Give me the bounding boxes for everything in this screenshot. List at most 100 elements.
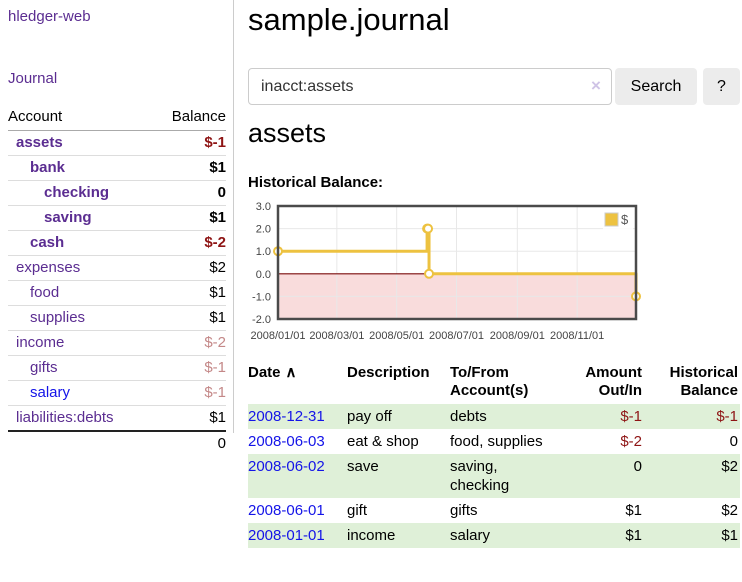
sidebar-account-balance: $1 [209,408,226,426]
sidebar-account-link-expenses[interactable]: expenses [16,258,81,276]
txn-balance-cell: $1 [644,523,740,548]
transactions-header-row: Date ∧ Description To/From Account(s) Amo… [248,362,740,404]
txn-date-cell: 2008-06-01 [248,498,347,523]
txn-amount-cell: 0 [554,454,644,498]
app-title-link[interactable]: hledger-web [8,8,91,25]
txn-balance-cell: $-1 [644,404,740,429]
sidebar-account-balance: $1 [152,280,226,306]
main-content: sample.journal × Search ? assets Histori… [248,0,742,582]
transaction-row[interactable]: 2008-06-02 save saving, checking 0 $2 [248,454,740,498]
accounts-header-account: Account [8,104,153,131]
transaction-row[interactable]: 2008-12-31 pay off debts $-1 $-1 [248,404,740,429]
txn-balance-cell: 0 [729,433,738,450]
account-heading: assets [248,118,327,148]
txn-amount-cell: $-2 [620,433,642,450]
y-tick-label: 3.0 [256,201,271,213]
x-tick-label: 2008/11/01 [550,330,604,342]
txn-date-link[interactable]: 2008-12-31 [248,408,325,425]
txn-date-link[interactable]: 2008-06-02 [248,458,325,475]
sidebar-account-link-liabilities-debts[interactable]: liabilities:debts [16,408,114,426]
txn-date-link[interactable]: 2008-06-03 [248,433,325,450]
sidebar-account-row: assets $-1 [8,130,226,156]
clear-search-icon[interactable]: × [591,76,601,95]
txn-date-link[interactable]: 2008-06-01 [248,502,325,519]
sidebar-account-link-supplies[interactable]: supplies [30,308,86,326]
x-tick-label: 2008/01/01 [250,330,305,342]
sidebar-account-link-food[interactable]: food [30,283,60,301]
header-amount: Amount Out/In [585,364,642,399]
sidebar-account-balance: $1 [152,205,226,231]
txn-date-cell: 2008-12-31 [248,404,347,429]
sidebar-account-link-salary[interactable]: salary [30,383,71,401]
txn-amount-cell: $1 [625,502,642,519]
sidebar-account-balance: $2 [152,255,226,281]
sidebar-account-link-income[interactable]: income [16,333,65,351]
txn-date-link[interactable]: 2008-01-01 [248,527,325,544]
plot-border [276,204,638,321]
sidebar-account-row: checking 0 [8,180,226,206]
sidebar-account-link-cash[interactable]: cash [30,233,65,251]
sidebar-account-balance: $-2 [152,230,226,256]
txn-description-cell: save [347,454,450,498]
txn-amount-cell: $-1 [554,404,644,429]
sidebar-account-balance: $-1 [152,355,226,381]
transactions-body: 2008-12-31 pay off debts $-1 $-1 2008-06-03 ea… [248,404,740,548]
sidebar-account-link-gifts[interactable]: gifts [30,358,58,376]
sidebar-accounts-table: Account Balance assets $-1 bank $1 checking 0… [8,104,226,456]
x-tick-label: 2008/07/01 [429,330,484,342]
historical-balance-chart: 2008/01/01 2008/03/01 2008/05/01 2008/07/01… [248,201,668,346]
sidebar-account-row: bank $1 [8,155,226,181]
sidebar-account-row: saving $1 [8,205,226,231]
search-button[interactable]: Search [615,68,697,105]
legend-swatch [604,212,619,227]
transaction-row[interactable]: 2008-06-03 eat & shop food, supplies $-2 0 [248,429,740,454]
sidebar-account-link-assets[interactable]: assets [16,133,63,151]
x-tick-label: 2008/03/01 [309,330,364,342]
txn-amount-cell: $1 [554,523,644,548]
sidebar-account-row: income $-2 [8,330,226,356]
txn-description-cell: eat & shop [347,433,419,450]
sidebar-account-balance: $-2 [152,330,226,356]
transaction-row[interactable]: 2008-06-01 gift gifts $1 $2 [248,498,740,523]
y-tick-label: -2.0 [252,314,271,326]
txn-accounts-cell: food, supplies [450,433,543,450]
header-balance: Historical Balance [669,364,738,399]
search-input[interactable] [248,68,612,105]
legend-label: $ [621,212,629,227]
sidebar-account-link-checking[interactable]: checking [44,183,110,201]
x-tick-label: 2008/09/01 [490,330,545,342]
help-button[interactable]: ? [703,68,740,105]
data-point-marker [424,268,435,279]
sidebar-account-balance: 0 [152,180,226,206]
sidebar-account-link-bank[interactable]: bank [30,158,66,176]
txn-description-cell: gift [347,502,368,519]
txn-accounts-cell: debts [450,404,554,429]
sidebar-accounts-body: assets $-1 bank $1 checking 0 saving $1 cash $-2 e… [8,130,226,431]
transaction-row[interactable]: 2008-01-01 income salary $1 $1 [248,523,740,548]
sidebar-account-balance: $-1 [152,130,226,156]
sort-ascending-icon: ∧ [285,364,297,381]
sidebar-account-balance: $1 [152,305,226,331]
sidebar-account-row: expenses $2 [8,255,226,281]
sidebar-divider [233,0,234,433]
y-tick-label: 2.0 [256,224,271,236]
txn-accounts-cell: saving, checking [450,454,554,498]
y-tick-label: -1.0 [252,291,271,303]
header-date[interactable]: Date ∧ [248,364,297,381]
y-tick-label: 1.0 [256,246,271,258]
sidebar-account-row: salary $-1 [8,380,226,406]
txn-balance-cell: $2 [644,454,740,498]
sidebar-account-balance: $-1 [152,380,226,406]
y-tick-label: 0.0 [256,269,271,281]
x-tick-label: 2008/05/01 [369,330,424,342]
txn-date-cell: 2008-06-03 [248,429,347,454]
search-form: × Search ? [248,68,742,105]
sidebar-item-journal[interactable]: Journal [8,70,58,87]
txn-accounts-cell: gifts [450,502,478,519]
txn-balance-cell: $2 [721,502,738,519]
header-accounts: To/From Account(s) [450,364,529,399]
accounts-header-balance: Balance [152,104,226,131]
balance-chart-svg: 2008/01/01 2008/03/01 2008/05/01 2008/07/01… [250,201,641,342]
sidebar-account-row: supplies $1 [8,305,226,331]
sidebar-account-link-saving[interactable]: saving [44,208,92,226]
